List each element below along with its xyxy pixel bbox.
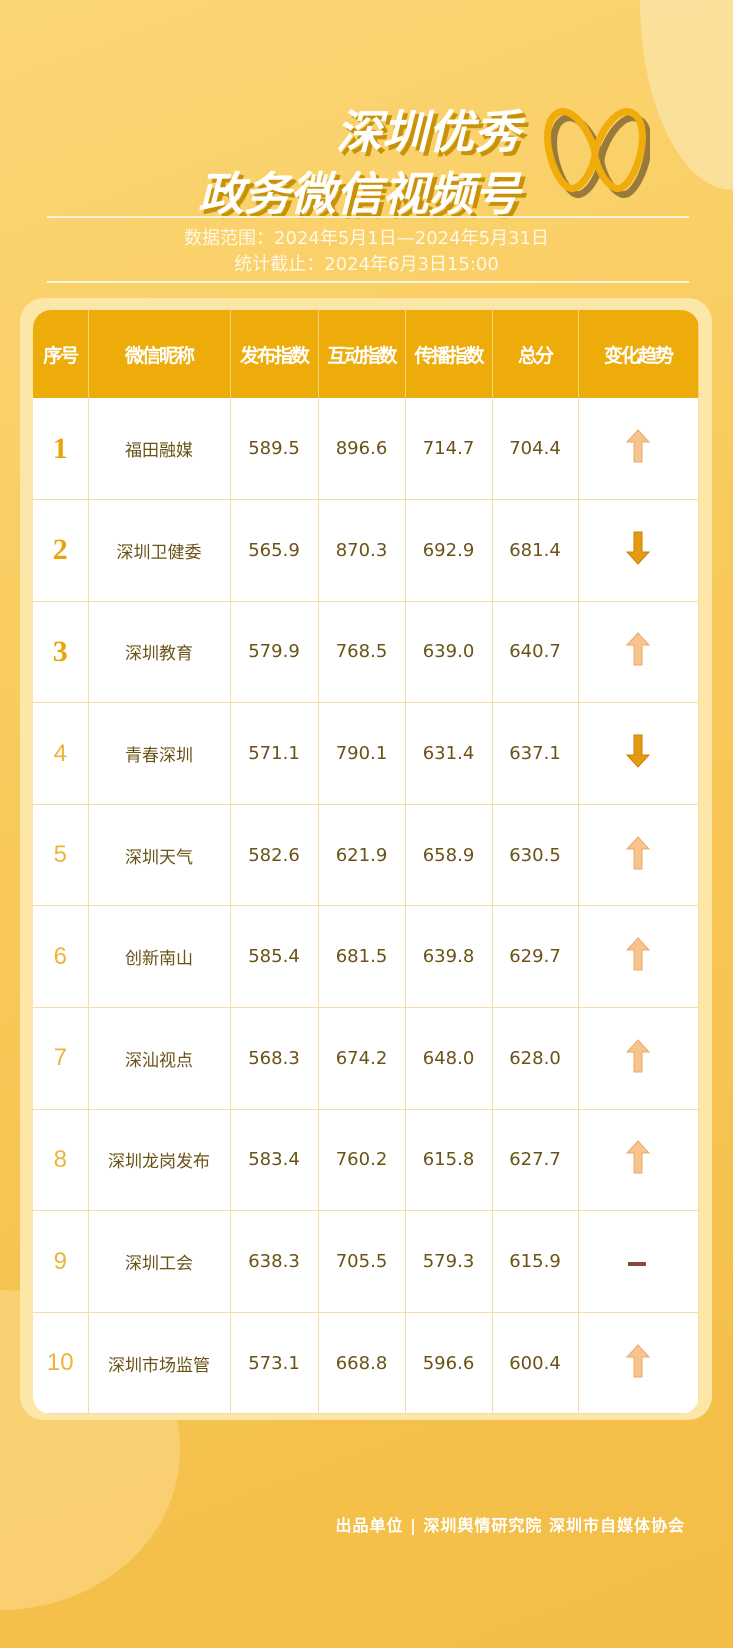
cell-name: 深圳教育 <box>88 601 231 704</box>
cell-publish: 568.3 <box>230 1007 319 1110</box>
column-header: 微信昵称 <box>88 310 231 398</box>
trend-up-icon <box>578 804 699 907</box>
cell-spread: 596.6 <box>405 1312 493 1415</box>
cell-spread: 639.0 <box>405 601 493 704</box>
cell-spread: 615.8 <box>405 1109 493 1212</box>
table-row: 9 深圳工会 638.3 705.5 579.3 615.9 <box>33 1210 699 1313</box>
cell-name: 深汕视点 <box>88 1007 231 1110</box>
infinity-logo-icon <box>544 108 650 198</box>
cell-interact: 790.1 <box>318 702 406 805</box>
cell-interact: 705.5 <box>318 1210 406 1313</box>
column-header: 互动指数 <box>318 310 406 398</box>
cell-total: 628.0 <box>492 1007 579 1110</box>
title-line1: 深圳优秀 <box>336 105 520 159</box>
cell-total: 704.4 <box>492 398 579 501</box>
cell-interact: 621.9 <box>318 804 406 907</box>
cell-publish: 571.1 <box>230 702 319 805</box>
cell-publish: 573.1 <box>230 1312 319 1415</box>
cell-interact: 668.8 <box>318 1312 406 1415</box>
data-range: 数据范围：2024年5月1日—2024年5月31日 <box>184 228 549 249</box>
cell-interact: 681.5 <box>318 905 406 1009</box>
decor-blob <box>640 0 733 190</box>
cell-spread: 648.0 <box>405 1007 493 1110</box>
column-header: 序号 <box>33 310 89 398</box>
cell-total: 615.9 <box>492 1210 579 1313</box>
cell-rank: 4 <box>33 702 89 805</box>
trend-up-icon <box>578 1007 699 1110</box>
column-header: 发布指数 <box>230 310 319 398</box>
trend-flat-icon <box>578 1210 699 1313</box>
cell-rank: 10 <box>33 1312 89 1415</box>
cell-publish: 582.6 <box>230 804 319 907</box>
trend-up-icon <box>578 1312 699 1415</box>
trend-down-icon <box>578 702 699 805</box>
cell-name: 深圳卫健委 <box>88 499 231 602</box>
cell-rank: 3 <box>33 601 89 704</box>
cell-interact: 760.2 <box>318 1109 406 1212</box>
cutoff-time: 统计截止：2024年6月3日15:00 <box>234 254 499 275</box>
cell-spread: 692.9 <box>405 499 493 602</box>
cell-total: 630.5 <box>492 804 579 907</box>
cell-spread: 639.8 <box>405 905 493 1009</box>
cell-rank: 6 <box>33 905 89 1009</box>
cell-name: 福田融媒 <box>88 398 231 501</box>
cell-total: 629.7 <box>492 905 579 1009</box>
cell-name: 深圳天气 <box>88 804 231 907</box>
table-row: 5 深圳天气 582.6 621.9 658.9 630.5 <box>33 804 699 907</box>
trend-down-icon <box>578 499 699 602</box>
cell-spread: 579.3 <box>405 1210 493 1313</box>
cell-publish: 585.4 <box>230 905 319 1009</box>
cell-name: 深圳龙岗发布 <box>88 1109 231 1212</box>
table-row: 4 青春深圳 571.1 790.1 631.4 637.1 <box>33 702 699 805</box>
cell-rank: 1 <box>33 398 89 501</box>
cell-spread: 658.9 <box>405 804 493 907</box>
table-row: 7 深汕视点 568.3 674.2 648.0 628.0 <box>33 1007 699 1110</box>
ranking-table: 序号 微信昵称 发布指数 互动指数 传播指数 总分 变化趋势 1 福田融媒 589.5 896.6… <box>33 310 699 1415</box>
footer-credit: 出品单位 | 深圳舆情研究院 深圳市自媒体协会 <box>335 1516 685 1535</box>
cell-rank: 8 <box>33 1109 89 1212</box>
column-header: 变化趋势 <box>578 310 699 398</box>
table-row: 1 福田融媒 589.5 896.6 714.7 704.4 <box>33 398 699 501</box>
trend-up-icon <box>578 1109 699 1212</box>
cell-name: 深圳市场监管 <box>88 1312 231 1415</box>
table-row: 3 深圳教育 579.9 768.5 639.0 640.7 <box>33 601 699 704</box>
cell-total: 600.4 <box>492 1312 579 1415</box>
cell-rank: 2 <box>33 499 89 602</box>
cell-name: 深圳工会 <box>88 1210 231 1313</box>
cell-total: 681.4 <box>492 499 579 602</box>
cell-publish: 583.4 <box>230 1109 319 1212</box>
cell-publish: 579.9 <box>230 601 319 704</box>
cell-total: 640.7 <box>492 601 579 704</box>
cell-interact: 870.3 <box>318 499 406 602</box>
cell-publish: 638.3 <box>230 1210 319 1313</box>
cell-interact: 674.2 <box>318 1007 406 1110</box>
cell-total: 627.7 <box>492 1109 579 1212</box>
cell-name: 创新南山 <box>88 905 231 1009</box>
cell-rank: 9 <box>33 1210 89 1313</box>
cell-publish: 589.5 <box>230 398 319 501</box>
table-row: 2 深圳卫健委 565.9 870.3 692.9 681.4 <box>33 499 699 602</box>
trend-up-icon <box>578 905 699 1009</box>
table-row: 6 创新南山 585.4 681.5 639.8 629.7 <box>33 905 699 1009</box>
cell-name: 青春深圳 <box>88 702 231 805</box>
cell-interact: 768.5 <box>318 601 406 704</box>
divider <box>47 216 689 218</box>
divider <box>47 281 689 283</box>
cell-spread: 631.4 <box>405 702 493 805</box>
table-header: 序号 微信昵称 发布指数 互动指数 传播指数 总分 变化趋势 <box>33 310 699 398</box>
table-row: 10 深圳市场监管 573.1 668.8 596.6 600.4 <box>33 1312 699 1415</box>
cell-total: 637.1 <box>492 702 579 805</box>
cell-publish: 565.9 <box>230 499 319 602</box>
cell-rank: 7 <box>33 1007 89 1110</box>
cell-rank: 5 <box>33 804 89 907</box>
trend-up-icon <box>578 398 699 501</box>
table-row: 8 深圳龙岗发布 583.4 760.2 615.8 627.7 <box>33 1109 699 1212</box>
cell-spread: 714.7 <box>405 398 493 501</box>
column-header: 传播指数 <box>405 310 493 398</box>
cell-interact: 896.6 <box>318 398 406 501</box>
title-line2: 政务微信视频号 <box>198 167 520 221</box>
trend-up-icon <box>578 601 699 704</box>
column-header: 总分 <box>492 310 579 398</box>
